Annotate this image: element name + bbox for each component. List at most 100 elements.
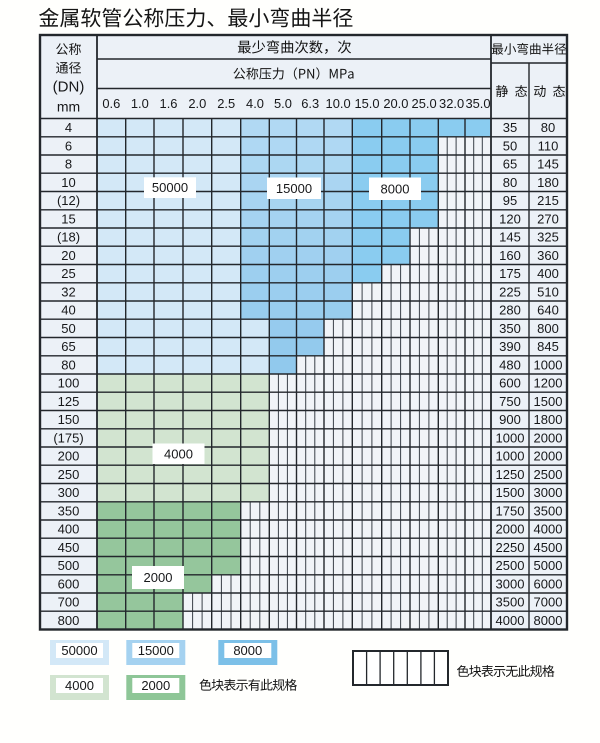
svg-text:1000: 1000 bbox=[496, 431, 525, 446]
svg-text:40: 40 bbox=[61, 303, 75, 318]
svg-text:80: 80 bbox=[61, 358, 75, 373]
svg-text:4000: 4000 bbox=[164, 446, 193, 461]
svg-text:50000: 50000 bbox=[61, 643, 97, 658]
svg-text:1250: 1250 bbox=[496, 467, 525, 482]
svg-text:800: 800 bbox=[537, 321, 559, 336]
svg-text:25: 25 bbox=[61, 266, 75, 281]
svg-text:8000: 8000 bbox=[534, 613, 563, 628]
svg-text:4.0: 4.0 bbox=[246, 96, 264, 111]
svg-text:20.0: 20.0 bbox=[383, 96, 408, 111]
svg-text:35: 35 bbox=[503, 120, 517, 135]
svg-text:280: 280 bbox=[499, 303, 521, 318]
svg-text:640: 640 bbox=[537, 303, 559, 318]
svg-text:35.0: 35.0 bbox=[465, 96, 490, 111]
svg-text:6000: 6000 bbox=[534, 577, 563, 592]
svg-text:mm: mm bbox=[57, 98, 80, 114]
svg-text:145: 145 bbox=[537, 157, 559, 172]
svg-text:8000: 8000 bbox=[381, 181, 410, 196]
svg-text:2500: 2500 bbox=[496, 558, 525, 573]
svg-text:3500: 3500 bbox=[496, 595, 525, 610]
svg-text:10: 10 bbox=[61, 175, 75, 190]
svg-text:20: 20 bbox=[61, 248, 75, 263]
svg-text:4000: 4000 bbox=[65, 678, 94, 693]
svg-text:145: 145 bbox=[499, 230, 521, 245]
svg-text:2000: 2000 bbox=[144, 570, 173, 585]
svg-text:120: 120 bbox=[499, 212, 521, 227]
svg-text:800: 800 bbox=[58, 613, 80, 628]
svg-text:65: 65 bbox=[61, 339, 75, 354]
svg-text:8: 8 bbox=[65, 157, 72, 172]
svg-text:(18): (18) bbox=[57, 230, 80, 245]
svg-text:32: 32 bbox=[61, 285, 75, 300]
svg-text:50: 50 bbox=[61, 321, 75, 336]
svg-text:180: 180 bbox=[537, 175, 559, 190]
svg-text:700: 700 bbox=[58, 595, 80, 610]
svg-text:1000: 1000 bbox=[496, 449, 525, 464]
svg-text:4500: 4500 bbox=[534, 540, 563, 555]
svg-text:600: 600 bbox=[58, 577, 80, 592]
svg-text:350: 350 bbox=[58, 504, 80, 519]
svg-text:125: 125 bbox=[58, 394, 80, 409]
svg-text:2000: 2000 bbox=[141, 678, 170, 693]
svg-text:80: 80 bbox=[503, 175, 517, 190]
svg-text:2250: 2250 bbox=[496, 540, 525, 555]
svg-text:15.0: 15.0 bbox=[354, 96, 379, 111]
svg-text:110: 110 bbox=[538, 139, 559, 154]
svg-text:5.0: 5.0 bbox=[274, 96, 292, 111]
svg-text:400: 400 bbox=[537, 266, 559, 281]
svg-text:200: 200 bbox=[58, 449, 80, 464]
svg-text:(12): (12) bbox=[57, 193, 80, 208]
svg-text:300: 300 bbox=[58, 485, 80, 500]
svg-text:360: 360 bbox=[537, 248, 559, 263]
svg-text:325: 325 bbox=[537, 230, 559, 245]
svg-text:845: 845 bbox=[537, 339, 559, 354]
svg-text:2.0: 2.0 bbox=[188, 96, 206, 111]
svg-text:4: 4 bbox=[65, 120, 72, 135]
svg-text:2000: 2000 bbox=[534, 431, 563, 446]
svg-text:65: 65 bbox=[503, 157, 517, 172]
svg-text:6.3: 6.3 bbox=[301, 96, 319, 111]
svg-text:1.6: 1.6 bbox=[160, 96, 178, 111]
svg-text:(DN): (DN) bbox=[53, 79, 85, 96]
svg-text:3000: 3000 bbox=[496, 577, 525, 592]
svg-text:25.0: 25.0 bbox=[412, 96, 437, 111]
svg-text:160: 160 bbox=[499, 248, 521, 263]
svg-text:600: 600 bbox=[499, 376, 521, 391]
svg-text:510: 510 bbox=[537, 285, 559, 300]
svg-text:6: 6 bbox=[65, 139, 72, 154]
svg-text:4000: 4000 bbox=[534, 522, 563, 537]
svg-text:95: 95 bbox=[503, 193, 517, 208]
svg-text:15: 15 bbox=[61, 212, 75, 227]
svg-text:3500: 3500 bbox=[534, 504, 563, 519]
svg-text:350: 350 bbox=[499, 321, 521, 336]
svg-text:7000: 7000 bbox=[534, 595, 563, 610]
svg-text:15000: 15000 bbox=[276, 181, 312, 196]
svg-text:1500: 1500 bbox=[534, 394, 563, 409]
svg-text:50000: 50000 bbox=[152, 180, 188, 195]
svg-text:32.0: 32.0 bbox=[439, 96, 464, 111]
svg-text:175: 175 bbox=[499, 266, 521, 281]
svg-text:5000: 5000 bbox=[534, 558, 563, 573]
svg-text:150: 150 bbox=[58, 412, 80, 427]
svg-text:1500: 1500 bbox=[496, 485, 525, 500]
svg-text:0.6: 0.6 bbox=[102, 96, 120, 111]
svg-text:1000: 1000 bbox=[534, 358, 563, 373]
svg-text:100: 100 bbox=[58, 376, 80, 391]
svg-text:225: 225 bbox=[499, 285, 521, 300]
svg-text:450: 450 bbox=[58, 540, 80, 555]
svg-text:390: 390 bbox=[499, 339, 521, 354]
svg-text:480: 480 bbox=[499, 358, 521, 373]
svg-text:1200: 1200 bbox=[534, 376, 563, 391]
svg-text:15000: 15000 bbox=[138, 643, 174, 658]
svg-text:1750: 1750 bbox=[496, 504, 525, 519]
svg-text:10.0: 10.0 bbox=[326, 96, 351, 111]
svg-text:80: 80 bbox=[541, 120, 555, 135]
svg-text:250: 250 bbox=[58, 467, 80, 482]
svg-text:2500: 2500 bbox=[534, 467, 563, 482]
svg-text:900: 900 bbox=[499, 412, 521, 427]
svg-text:8000: 8000 bbox=[233, 643, 262, 658]
svg-text:4000: 4000 bbox=[496, 613, 525, 628]
svg-text:750: 750 bbox=[499, 394, 521, 409]
svg-text:(175): (175) bbox=[53, 431, 83, 446]
svg-text:2000: 2000 bbox=[534, 449, 563, 464]
